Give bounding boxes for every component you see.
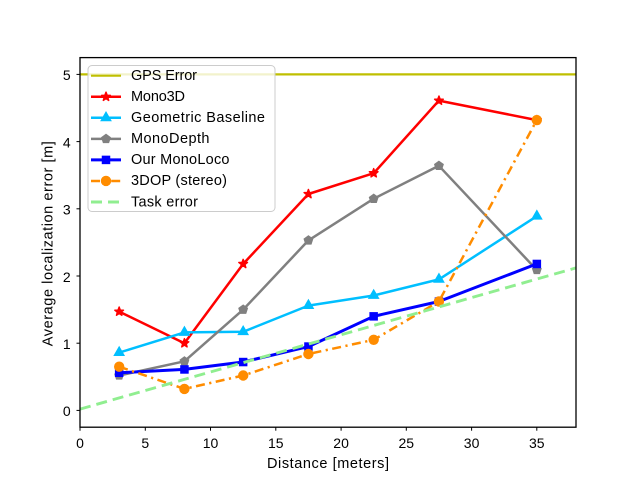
svg-text:MonoDepth: MonoDepth (131, 131, 210, 147)
svg-text:3: 3 (63, 202, 71, 218)
svg-text:Task error: Task error (131, 194, 198, 210)
svg-text:0: 0 (76, 435, 84, 451)
svg-text:20: 20 (333, 435, 349, 451)
svg-text:5: 5 (63, 67, 71, 83)
svg-text:Geometric Baseline: Geometric Baseline (131, 110, 265, 126)
svg-text:2: 2 (63, 269, 71, 285)
svg-text:1: 1 (63, 336, 71, 352)
svg-text:30: 30 (464, 435, 480, 451)
svg-text:Our MonoLoco: Our MonoLoco (131, 152, 230, 168)
svg-text:5: 5 (141, 435, 149, 451)
svg-text:GPS Error: GPS Error (131, 68, 197, 84)
svg-text:25: 25 (399, 435, 415, 451)
svg-text:Average localization error [m]: Average localization error [m] (41, 141, 57, 346)
svg-text:0: 0 (63, 403, 71, 419)
svg-text:Mono3D: Mono3D (131, 89, 185, 105)
svg-text:35: 35 (529, 435, 545, 451)
svg-text:Distance [meters]: Distance [meters] (267, 456, 389, 472)
svg-text:4: 4 (63, 134, 71, 150)
svg-text:15: 15 (268, 435, 284, 451)
svg-text:10: 10 (203, 435, 219, 451)
svg-text:3DOP (stereo): 3DOP (stereo) (131, 173, 227, 189)
